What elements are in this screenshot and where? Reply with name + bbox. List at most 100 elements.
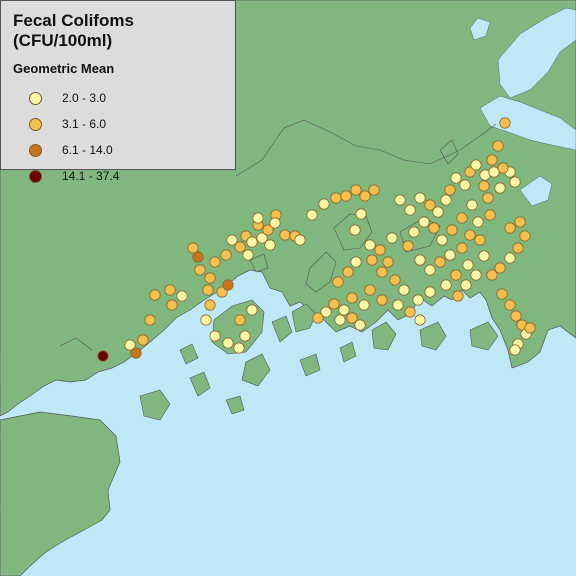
sampling-site-82 [408, 226, 420, 238]
sampling-site-57 [394, 194, 406, 206]
sampling-site-44 [222, 337, 234, 349]
sampling-site-84 [414, 254, 426, 266]
sampling-site-120 [504, 252, 516, 264]
sampling-site-109 [312, 312, 324, 324]
sampling-site-29 [269, 217, 281, 229]
legend-item-1: 2.0 - 3.0 [11, 85, 225, 111]
sampling-site-130 [509, 344, 521, 356]
sampling-site-80 [428, 222, 440, 234]
legend-label-2: 3.1 - 6.0 [62, 117, 107, 131]
sampling-site-4 [97, 350, 109, 362]
sampling-site-111 [346, 312, 358, 324]
sampling-site-53 [366, 254, 378, 266]
sampling-site-30 [279, 229, 291, 241]
sampling-sites [97, 117, 536, 362]
sampling-site-131 [474, 234, 486, 246]
sampling-site-94 [440, 279, 452, 291]
sampling-site-108 [320, 306, 332, 318]
sampling-site-114 [342, 266, 354, 278]
sampling-site-128 [524, 322, 536, 334]
boundary-lines [59, 119, 497, 351]
sampling-site-50 [349, 224, 361, 236]
sampling-site-138 [497, 162, 509, 174]
southwest-peninsula [0, 411, 121, 576]
sampling-site-10 [187, 242, 199, 254]
sampling-site-25 [256, 232, 268, 244]
sampling-site-18 [209, 256, 221, 268]
sampling-site-38 [340, 190, 352, 202]
sampling-site-58 [404, 204, 416, 216]
sampling-site-132 [478, 250, 490, 262]
legend-item-4: 14.1 - 37.4 [11, 163, 225, 189]
sampling-site-96 [412, 294, 424, 306]
legend-swatch-4 [29, 169, 42, 183]
sampling-site-55 [376, 266, 388, 278]
sampling-site-1 [124, 339, 136, 351]
legend-swatch-1 [29, 91, 42, 105]
legend-item-3: 6.1 - 14.0 [11, 137, 225, 163]
sampling-site-32 [252, 212, 264, 224]
sampling-site-73 [509, 176, 521, 188]
sampling-site-119 [512, 242, 524, 254]
legend-item-2: 3.1 - 6.0 [11, 111, 225, 137]
sampling-site-20 [226, 234, 238, 246]
sampling-site-112 [354, 319, 366, 331]
sampling-site-64 [450, 172, 462, 184]
sampling-site-39 [350, 184, 362, 196]
sampling-site-125 [510, 310, 522, 322]
sampling-site-81 [418, 216, 430, 228]
sampling-site-100 [404, 306, 416, 318]
legend-label-3: 6.1 - 14.0 [62, 143, 113, 157]
sampling-site-104 [358, 299, 370, 311]
sampling-site-37 [330, 192, 342, 204]
legend-swatch-2 [29, 117, 42, 131]
sampling-site-98 [389, 274, 401, 286]
sampling-site-134 [460, 279, 472, 291]
sampling-site-11 [192, 251, 204, 263]
sampling-site-35 [306, 209, 318, 221]
sampling-site-76 [466, 199, 478, 211]
sampling-site-13 [204, 272, 216, 284]
sampling-site-9 [176, 290, 188, 302]
sampling-site-87 [444, 249, 456, 261]
sampling-site-93 [450, 269, 462, 281]
sampling-site-67 [470, 159, 482, 171]
sampling-site-105 [346, 292, 358, 304]
sampling-site-78 [446, 224, 458, 236]
sampling-site-113 [332, 276, 344, 288]
sampling-site-14 [202, 284, 214, 296]
sampling-site-21 [234, 241, 246, 253]
legend-swatch-3 [29, 143, 42, 157]
sampling-site-91 [484, 209, 496, 221]
sampling-site-2 [137, 334, 149, 346]
sampling-site-110 [334, 314, 346, 326]
sampling-site-49 [200, 314, 212, 326]
sampling-site-77 [456, 212, 468, 224]
sampling-site-54 [382, 256, 394, 268]
legend: Fecal Colifoms (CFU/100ml) Geometric Mea… [0, 0, 236, 183]
sampling-site-74 [494, 182, 506, 194]
sampling-site-90 [472, 216, 484, 228]
sampling-site-117 [514, 216, 526, 228]
sampling-site-99 [392, 299, 404, 311]
sampling-site-92 [462, 259, 474, 271]
sampling-site-43 [209, 330, 221, 342]
sampling-site-75 [482, 192, 494, 204]
sampling-site-62 [440, 194, 452, 206]
legend-label-1: 2.0 - 3.0 [62, 91, 107, 105]
inland-waters [469, 7, 576, 207]
sampling-site-124 [504, 299, 516, 311]
sampling-site-40 [359, 190, 371, 202]
sampling-site-106 [338, 304, 350, 316]
sampling-site-41 [368, 184, 380, 196]
sampling-site-27 [264, 239, 276, 251]
sampling-site-79 [436, 234, 448, 246]
sampling-site-70 [492, 140, 504, 152]
sampling-site-8 [166, 299, 178, 311]
legend-subtitle: Geometric Mean [13, 61, 115, 76]
sampling-site-12 [194, 264, 206, 276]
sampling-site-71 [499, 117, 511, 129]
sampling-site-85 [424, 264, 436, 276]
sampling-site-136 [478, 180, 490, 192]
